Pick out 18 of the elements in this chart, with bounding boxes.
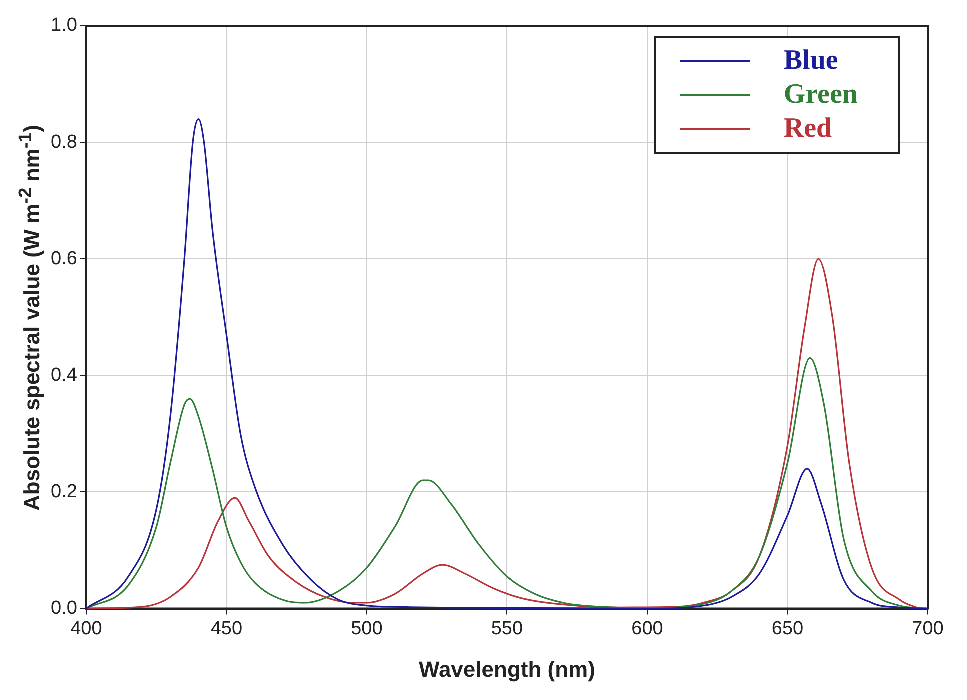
y-tick-label: 0.6 <box>50 248 78 270</box>
y-tick-label: 1.0 <box>50 15 78 36</box>
legend-label: Blue <box>784 44 838 78</box>
y-tick-label: 0.4 <box>50 364 78 386</box>
x-axis-title: Wavelength (nm) <box>418 656 596 682</box>
line-series <box>86 258 920 610</box>
y-tick-label: 0.8 <box>50 132 78 153</box>
x-tick-label: 500 <box>351 618 383 640</box>
legend-label: Red <box>784 112 832 146</box>
x-tick-label: 600 <box>632 618 664 640</box>
y-tick-label: 0.0 <box>50 598 78 620</box>
x-tick-label: 400 <box>70 618 102 640</box>
x-tick-label: 700 <box>912 618 944 640</box>
x-tick-label: 450 <box>210 618 243 640</box>
x-tick-label: 650 <box>772 618 804 640</box>
y-tick-label: 0.2 <box>50 481 78 502</box>
legend-label: Green <box>784 78 858 112</box>
x-tick-label: 550 <box>491 618 524 640</box>
